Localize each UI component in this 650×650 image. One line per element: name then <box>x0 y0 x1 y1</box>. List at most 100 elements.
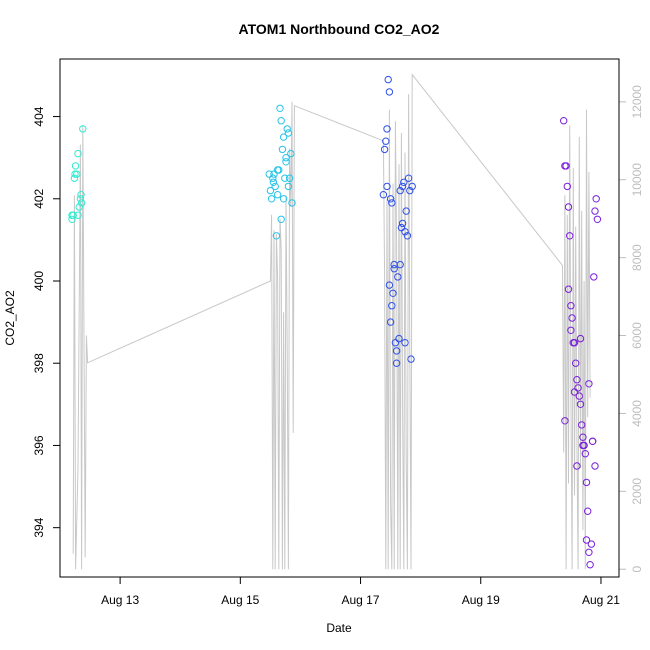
scatter-point-group-3 <box>408 182 416 191</box>
scatter-point-group-1 <box>71 162 80 170</box>
scatter-point-group-2 <box>288 199 296 207</box>
plot-frame <box>59 58 620 578</box>
scatter-point-group-2 <box>275 166 283 174</box>
scatter-point-group-2 <box>267 195 276 203</box>
scatter-point-group-4 <box>562 162 570 170</box>
secondary-series-line <box>72 73 591 570</box>
scatter-point-group-1 <box>68 215 76 224</box>
scatter-point-group-1 <box>76 195 85 203</box>
y2-tick-label: 2000 <box>630 478 644 505</box>
scatter-point-group-3 <box>406 186 414 195</box>
scatter-point-group-2 <box>277 215 285 224</box>
scatter-point-group-3 <box>388 302 396 310</box>
scatter-point-group-1 <box>77 199 86 207</box>
scatter-point-group-2 <box>284 129 293 137</box>
scatter-point-group-1 <box>74 211 82 219</box>
scatter-point-group-3 <box>386 195 395 203</box>
scatter-point-group-2 <box>279 195 288 203</box>
y2-tick-label: 0 <box>630 566 644 573</box>
scatter-point-group-4 <box>585 548 593 556</box>
scatter-point-group-3 <box>395 334 403 343</box>
scatter-point-group-3 <box>392 347 401 355</box>
scatter-point-group-2 <box>282 158 290 166</box>
y-tick-label: 400 <box>32 271 46 291</box>
scatter-point-group-2 <box>284 182 293 191</box>
y-tick-label: 396 <box>32 435 46 455</box>
scatter-point-group-2 <box>276 104 284 113</box>
scatter-point-group-4 <box>586 561 594 569</box>
scatter-point-group-4 <box>573 376 581 384</box>
scatter-point-group-4 <box>563 182 571 191</box>
scatter-point-group-4 <box>590 273 598 281</box>
scatter-point-group-3 <box>391 339 400 347</box>
scatter-point-group-3 <box>398 182 407 191</box>
x-tick-label: Aug 19 <box>462 593 500 607</box>
scatter-point-group-3 <box>382 137 390 145</box>
scatter-point-group-3 <box>390 265 398 273</box>
scatter-point-group-3 <box>394 273 402 281</box>
scatter-point-group-2 <box>278 145 287 154</box>
y-tick-label: 398 <box>32 353 46 373</box>
scatter-points-layer <box>68 75 602 569</box>
scatter-point-group-4 <box>588 437 597 445</box>
scatter-point-group-4 <box>582 478 591 487</box>
scatter-point-group-4 <box>584 507 592 515</box>
scatter-point-group-3 <box>396 186 404 195</box>
scatter-point-group-3 <box>379 191 388 199</box>
scatter-point-group-3 <box>386 318 395 326</box>
scatter-point-group-4 <box>591 207 599 215</box>
scatter-point-group-3 <box>388 199 396 207</box>
scatter-point-group-4 <box>572 359 580 367</box>
scatter-point-group-3 <box>400 178 408 187</box>
scatter-point-group-4 <box>591 462 599 470</box>
scatter-point-group-4 <box>587 540 596 548</box>
scatter-point-group-4 <box>585 380 593 388</box>
scatter-point-group-4 <box>578 421 586 429</box>
x-axis-label: Date <box>326 621 352 635</box>
scatter-point-group-2 <box>273 191 282 199</box>
secondary-series-layer <box>72 73 591 570</box>
scatter-point-group-3 <box>401 228 409 236</box>
x-tick-label: Aug 21 <box>582 593 620 607</box>
scatter-point-group-3 <box>385 88 394 96</box>
scatter-point-group-2 <box>283 125 291 133</box>
scatter-point-group-4 <box>576 400 585 408</box>
scatter-point-group-2 <box>281 174 289 182</box>
x-tick-label: Aug 13 <box>101 593 139 607</box>
scatter-point-group-1 <box>75 203 83 211</box>
scatter-point-group-4 <box>574 384 582 392</box>
axes-layer: Aug 13 Aug 15 Aug 17 Aug 19 Aug 21 394 396 398 4… <box>32 85 644 607</box>
scatter-point-group-3 <box>385 281 394 289</box>
scatter-point-group-4 <box>573 462 581 470</box>
y2-tick-label: 6000 <box>630 322 644 349</box>
scatter-point-group-4 <box>567 302 575 310</box>
scatter-point-group-2 <box>269 178 278 187</box>
scatter-point-group-3 <box>383 182 391 191</box>
scatter-point-group-2 <box>277 117 285 125</box>
scatter-point-group-3 <box>380 145 389 154</box>
y2-tick-label: 4000 <box>630 400 644 427</box>
scatter-point-group-4 <box>567 326 575 334</box>
scatter-point-group-4 <box>576 334 585 343</box>
scatter-point-group-3 <box>407 355 415 363</box>
scatter-point-group-4 <box>560 117 568 125</box>
scatter-point-group-3 <box>383 125 391 133</box>
scatter-point-group-1 <box>71 170 79 178</box>
scatter-point-group-4 <box>593 215 602 224</box>
scatter-point-group-4 <box>570 388 579 396</box>
scatter-point-group-1 <box>74 149 82 158</box>
scatter-point-group-3 <box>402 207 410 215</box>
scatter-point-group-3 <box>401 339 409 347</box>
scatter-point-group-2 <box>282 154 290 162</box>
scatter-point-group-3 <box>389 289 397 297</box>
scatter-point-group-4 <box>568 314 576 322</box>
scatter-point-group-4 <box>564 285 573 293</box>
x-tick-label: Aug 15 <box>221 593 259 607</box>
scatter-point-group-3 <box>397 223 406 232</box>
y2-tick-label: 8000 <box>630 244 644 271</box>
scatter-point-group-2 <box>272 232 281 240</box>
scatter-point-group-4 <box>592 195 600 203</box>
scatter-point-group-2 <box>285 174 294 182</box>
scatter-point-group-2 <box>266 186 275 195</box>
